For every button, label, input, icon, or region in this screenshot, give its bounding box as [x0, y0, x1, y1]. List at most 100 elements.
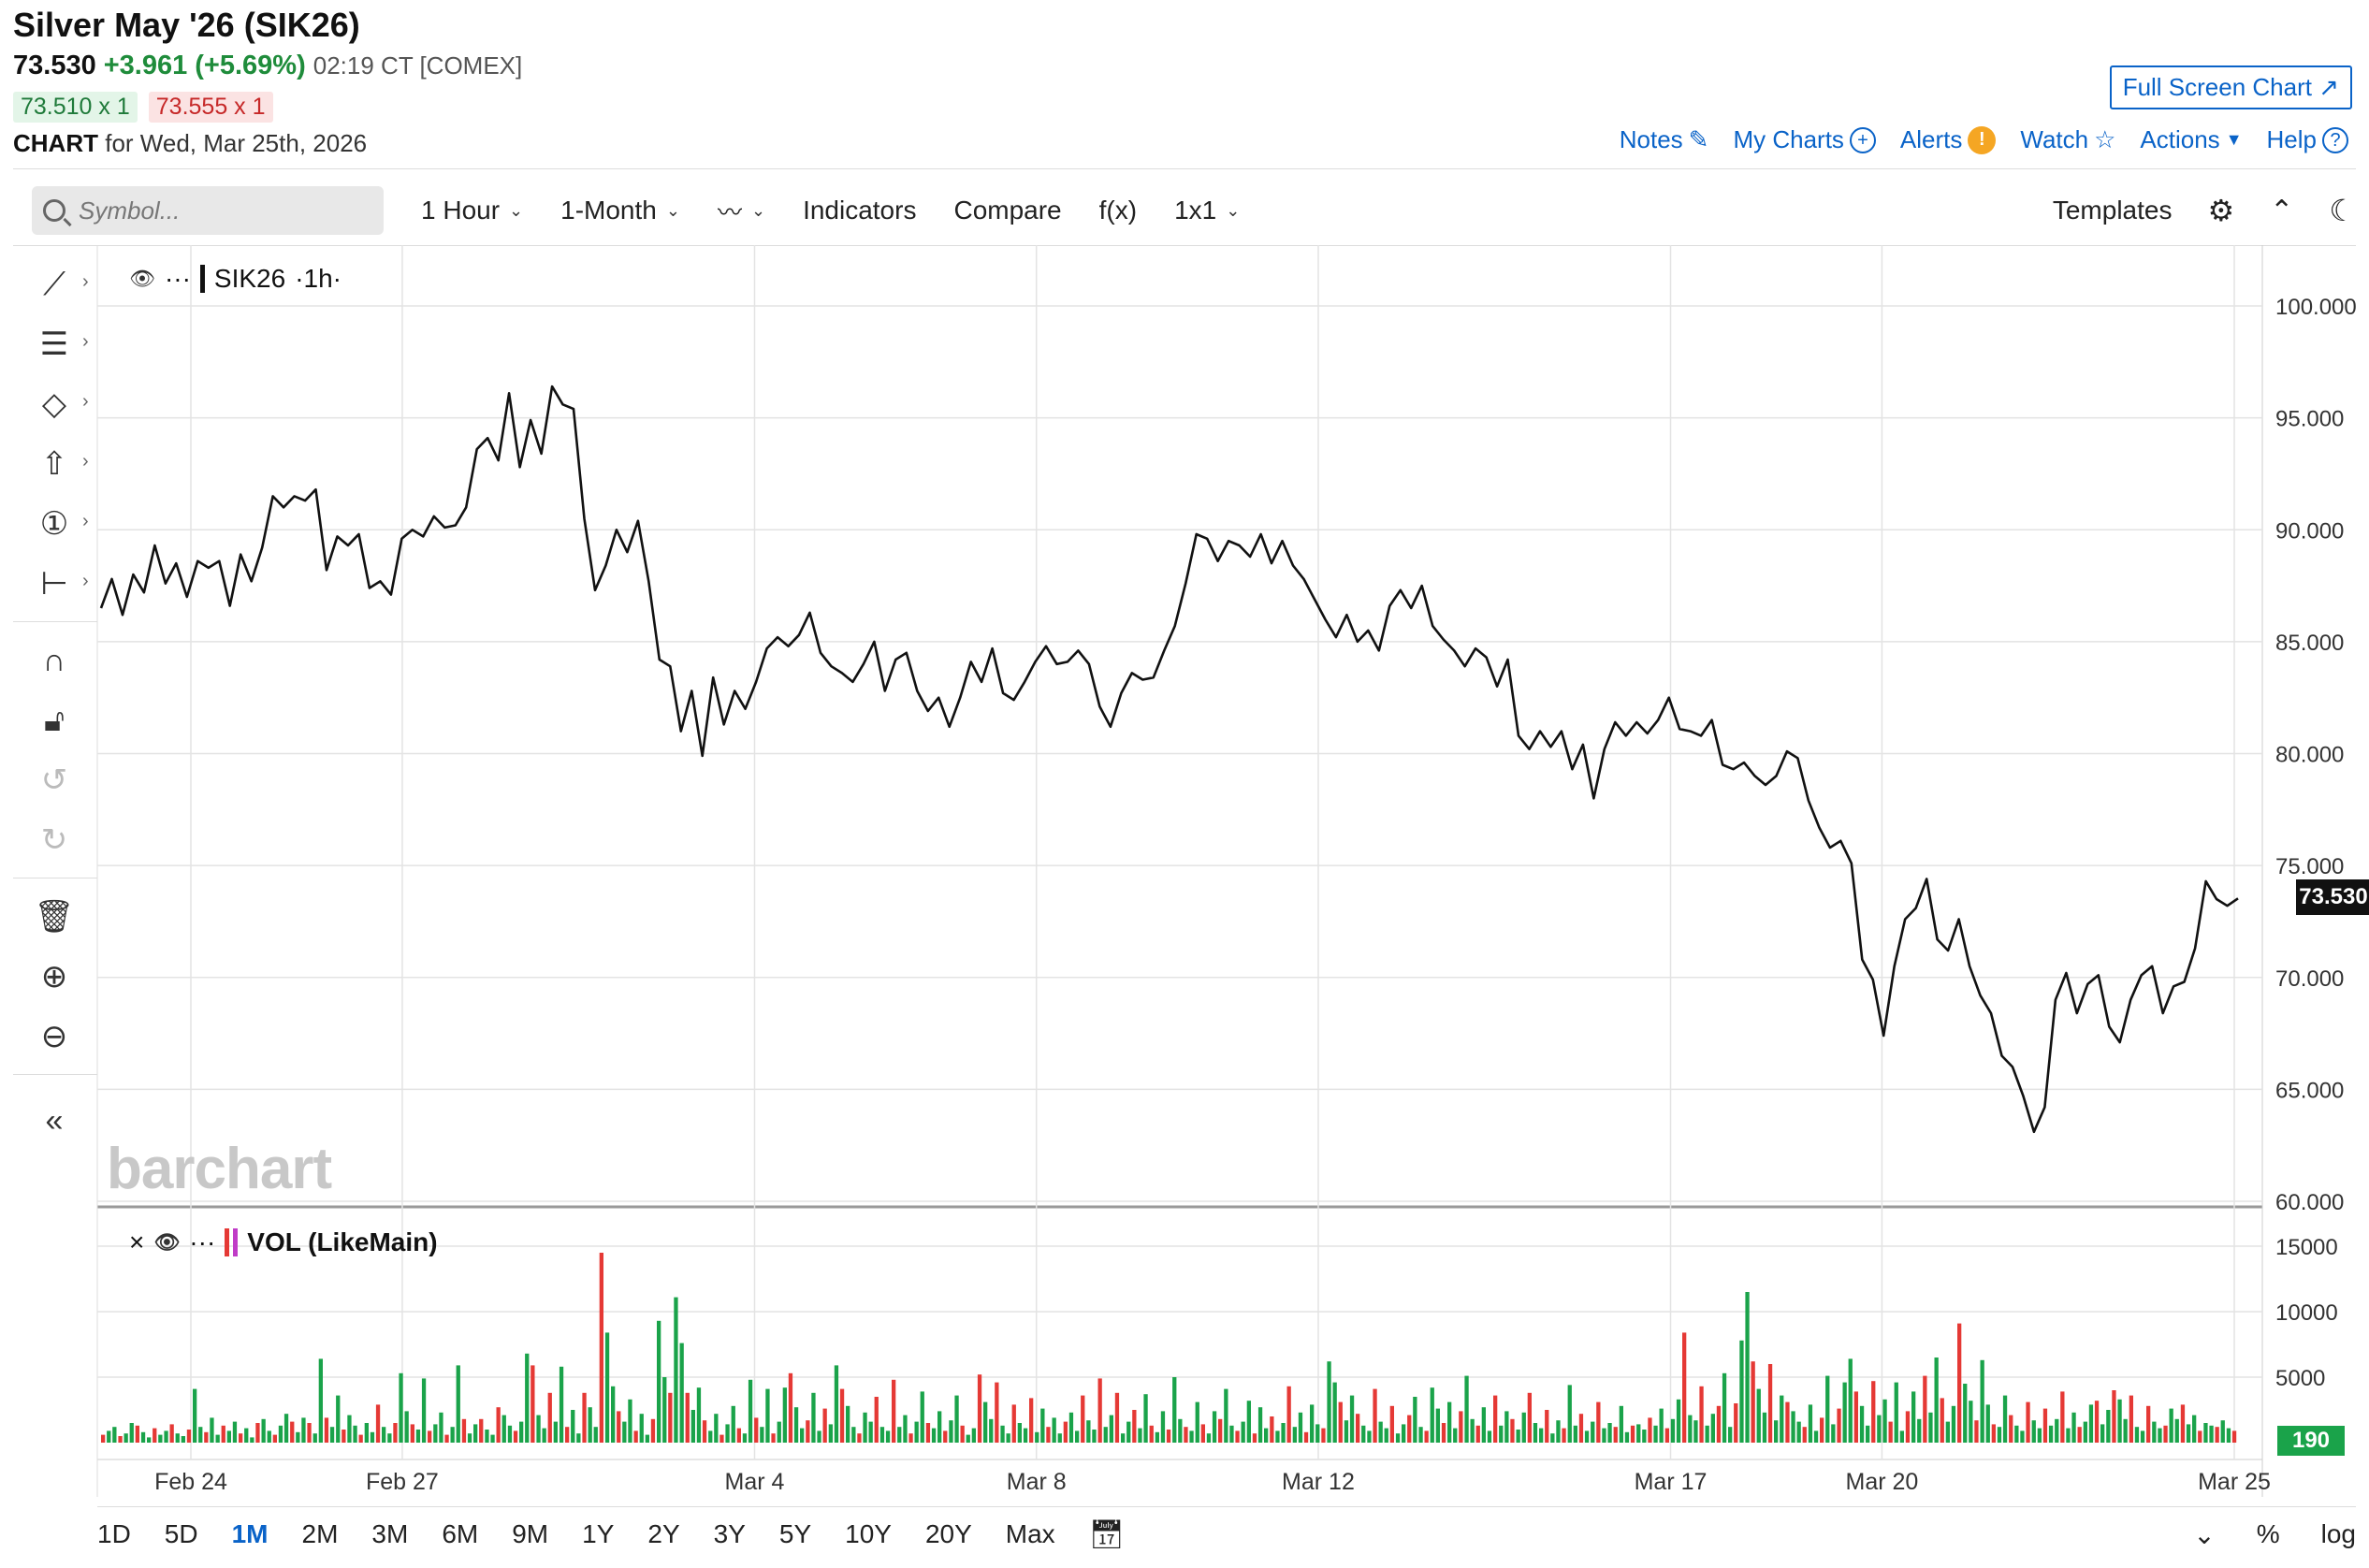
arrow-up-tool-icon[interactable]: ⇧ ›	[40, 446, 89, 482]
range-button-2m[interactable]: 2M	[301, 1519, 339, 1548]
watch-link[interactable]: Watch ☆	[2020, 125, 2115, 154]
star-icon: ☆	[2094, 125, 2116, 153]
close-icon[interactable]: ×	[129, 1227, 145, 1256]
barchart-watermark: barchart	[107, 1137, 332, 1201]
volume-bar	[1132, 1410, 1137, 1443]
layout-select[interactable]: 1x1 ⌄	[1174, 196, 1240, 225]
range-button-max[interactable]: Max	[1005, 1519, 1055, 1548]
undo-icon[interactable]: ↺	[40, 762, 68, 798]
volume-bar	[2066, 1428, 2071, 1443]
volume-bar	[949, 1420, 953, 1443]
shapes-tool-icon[interactable]: ◇ ›	[41, 386, 89, 422]
volume-bar	[307, 1423, 312, 1443]
volume-bar	[261, 1418, 266, 1443]
eye-icon[interactable]: 👁︎	[129, 267, 155, 290]
more-icon[interactable]: ···	[164, 264, 191, 293]
volume-bar	[1688, 1415, 1693, 1443]
volume-bar	[101, 1434, 106, 1443]
templates-button[interactable]: Templates	[2052, 196, 2173, 225]
volume-bar	[382, 1427, 386, 1443]
volume-bar	[1367, 1430, 1372, 1443]
redo-icon[interactable]: ↻	[40, 822, 68, 858]
functions-button[interactable]: f(x)	[1098, 196, 1138, 225]
volume-bar	[353, 1425, 357, 1443]
volume-bar	[1281, 1423, 1286, 1443]
zoom-out-icon[interactable]: ⊖	[40, 1019, 68, 1054]
collapse-left-icon[interactable]: «	[45, 1102, 64, 1139]
chevron-right-icon: ›	[82, 511, 89, 531]
range-selector: 1D 5D 1M 2M 3M 6M 9M 1Y 2Y 3Y 5Y 10Y 20Y Max 📅︎ ⌄ % lo…	[97, 1508, 2356, 1561]
volume-bar	[1023, 1428, 1028, 1443]
expand-down-icon[interactable]: ⌄	[2193, 1519, 2216, 1549]
volume-bar	[107, 1430, 111, 1443]
volume-bar	[822, 1408, 827, 1443]
magnet-icon[interactable]: ∩	[42, 642, 66, 678]
lock-icon[interactable]: 🔓︎	[43, 702, 65, 738]
range-button-5y[interactable]: 5Y	[778, 1519, 812, 1548]
eye-icon[interactable]: 👁︎	[153, 1230, 181, 1254]
full-screen-chart-button[interactable]: Full Screen Chart ↗	[2109, 65, 2352, 109]
volume-bars	[101, 1253, 2237, 1443]
volume-bar	[1710, 1414, 1715, 1443]
alerts-link[interactable]: Alerts!	[1900, 125, 1997, 154]
compare-button[interactable]: Compare	[953, 196, 1062, 225]
volume-bar	[542, 1428, 546, 1443]
volume-bar	[1487, 1430, 1492, 1443]
collapse-up-icon[interactable]: ⌃	[2270, 195, 2294, 226]
percent-scale-toggle[interactable]: %	[2256, 1519, 2280, 1548]
log-scale-toggle[interactable]: log	[2320, 1519, 2356, 1548]
my-charts-link[interactable]: My Charts +	[1733, 125, 1876, 154]
dark-mode-moon-icon[interactable]: ☾	[2329, 194, 2356, 227]
range-button-3m[interactable]: 3M	[371, 1519, 409, 1548]
volume-bar	[1682, 1332, 1687, 1443]
volume-bar	[226, 1430, 231, 1443]
period-select[interactable]: 1-Month ⌄	[560, 196, 680, 225]
volume-bar	[272, 1434, 277, 1443]
volume-bar	[1264, 1428, 1269, 1443]
volume-bar	[800, 1428, 805, 1443]
volume-bar	[1670, 1418, 1676, 1443]
volume-bar	[1212, 1411, 1217, 1443]
help-link[interactable]: Help?	[2267, 125, 2348, 154]
volume-bar	[2060, 1391, 2065, 1443]
volume-bar	[112, 1427, 117, 1443]
volume-bar	[342, 1430, 346, 1443]
calendar-icon[interactable]: 📅︎	[1088, 1518, 1125, 1550]
range-button-1m[interactable]: 1M	[231, 1519, 269, 1548]
range-button-20y[interactable]: 20Y	[924, 1519, 972, 1548]
fibonacci-tool-icon[interactable]: ☰ ›	[39, 327, 89, 362]
range-button-5d[interactable]: 5D	[164, 1519, 198, 1548]
trash-icon[interactable]: 🗑︎	[34, 899, 75, 935]
volume-bar	[2140, 1430, 2145, 1443]
range-button-2y[interactable]: 2Y	[647, 1519, 680, 1548]
settings-gear-icon[interactable]: ⚙	[2207, 194, 2235, 227]
volume-bar	[158, 1434, 163, 1443]
notes-link[interactable]: Notes ✎	[1620, 125, 1709, 154]
range-button-1y[interactable]: 1Y	[582, 1519, 615, 1548]
watch-label: Watch	[2020, 125, 2089, 153]
indicators-button[interactable]: Indicators	[803, 196, 917, 225]
range-button-9m[interactable]: 9M	[512, 1519, 549, 1548]
volume-bar	[124, 1433, 128, 1443]
range-button-3y[interactable]: 3Y	[713, 1519, 746, 1548]
price-tick-label: 90.000	[2275, 518, 2344, 544]
measure-tool-icon[interactable]: ⊢ ›	[40, 566, 89, 602]
more-icon[interactable]: ···	[189, 1227, 216, 1256]
actions-menu[interactable]: Actions ▼	[2140, 125, 2242, 154]
range-button-10y[interactable]: 10Y	[845, 1519, 892, 1548]
trendline-tool-icon[interactable]: ⟋ ›	[43, 266, 89, 302]
interval-select[interactable]: 1 Hour ⌄	[421, 196, 523, 225]
volume-bar	[925, 1423, 931, 1443]
zoom-in-icon[interactable]: ⊕	[40, 959, 68, 995]
symbol-search-input[interactable]: Symbol...	[32, 186, 384, 235]
volume-bar	[1780, 1395, 1784, 1443]
volume-bar	[714, 1414, 719, 1443]
volume-bar	[1292, 1427, 1297, 1443]
question-icon: ?	[2322, 126, 2348, 153]
annotation-tool-icon[interactable]: ① ›	[39, 506, 89, 542]
range-button-1d[interactable]: 1D	[97, 1519, 131, 1548]
chart-type-select[interactable]: 〰 ⌄	[718, 194, 765, 228]
volume-bar	[2088, 1404, 2094, 1443]
range-button-6m[interactable]: 6M	[442, 1519, 479, 1548]
